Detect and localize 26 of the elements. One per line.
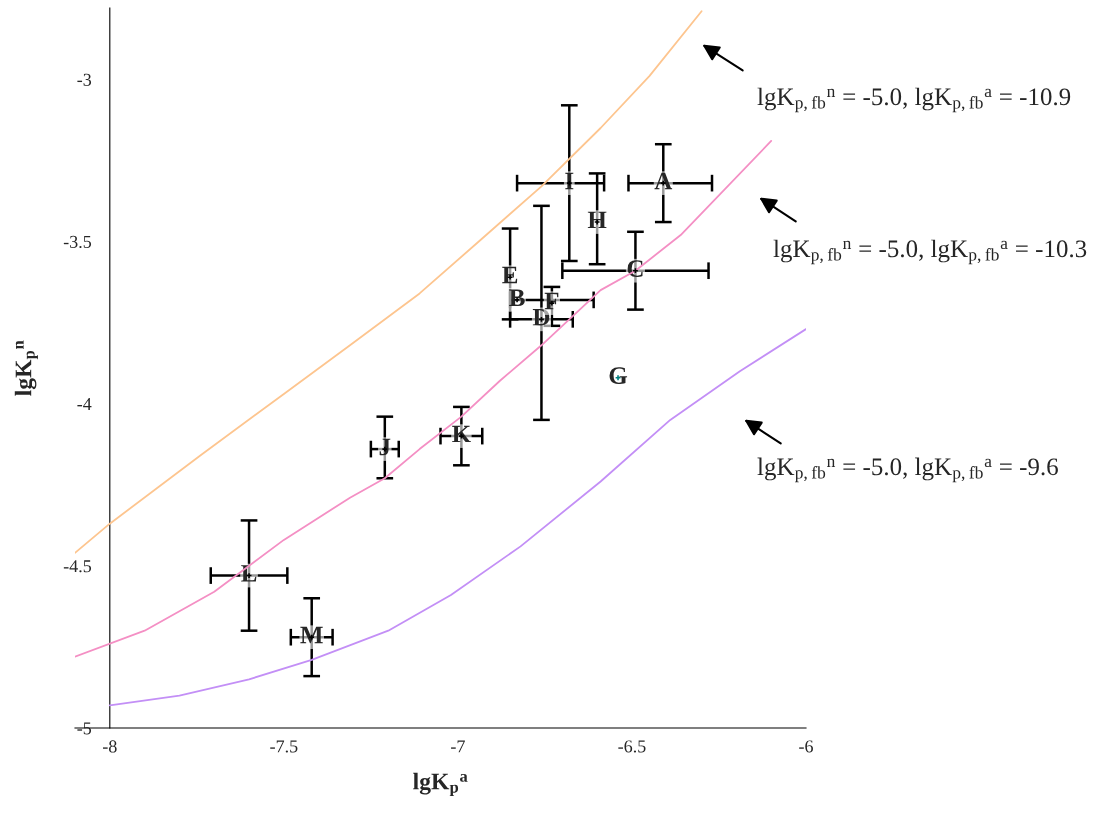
x-axis-title: lgK$_{p}$$^{a}$ [413,772,468,796]
annotation: lgK$_{p,fb}$$^{n}$ = -5.0, lgK$_{p,fb}$$^{a}$ = -9.6 [757,457,1058,483]
annotation: J [379,438,391,456]
annotation: H [587,211,607,229]
x-tick-label: -7.5 [270,740,298,753]
x-tick-label: -7 [451,740,465,753]
x-tick-label: -6.5 [618,740,646,753]
annotation: E [502,266,518,284]
y-tick-label: -3.5 [63,235,92,249]
annotation: B [509,289,525,306]
annotation: C [627,260,643,277]
annotation: lgK$_{p,fb}$$^{n}$ = -5.0, lgK$_{p,fb}$$^{a}$ = -10.3 [773,239,1087,265]
y-tick-label: -4.5 [63,560,92,573]
annotation: A [654,172,673,190]
annotation: G [609,367,628,384]
annotation: M [300,626,323,644]
annotation: lgK$_{p,fb}$$^{n}$ = -5.0, lgK$_{p,fb}$$^{a}$ = -10.9 [757,87,1071,113]
annotation: F [544,292,559,310]
annotation: K [452,425,471,443]
y-tick-label: -3 [77,73,92,86]
y-tick-label: -4 [77,398,92,410]
x-tick-label: -6 [799,740,813,753]
x-tick-label: -8 [102,740,117,753]
annotation: L [241,565,257,582]
y-axis-title: lgK$_{p}$$^{n}$ [14,340,38,396]
annotation: D [532,308,550,326]
